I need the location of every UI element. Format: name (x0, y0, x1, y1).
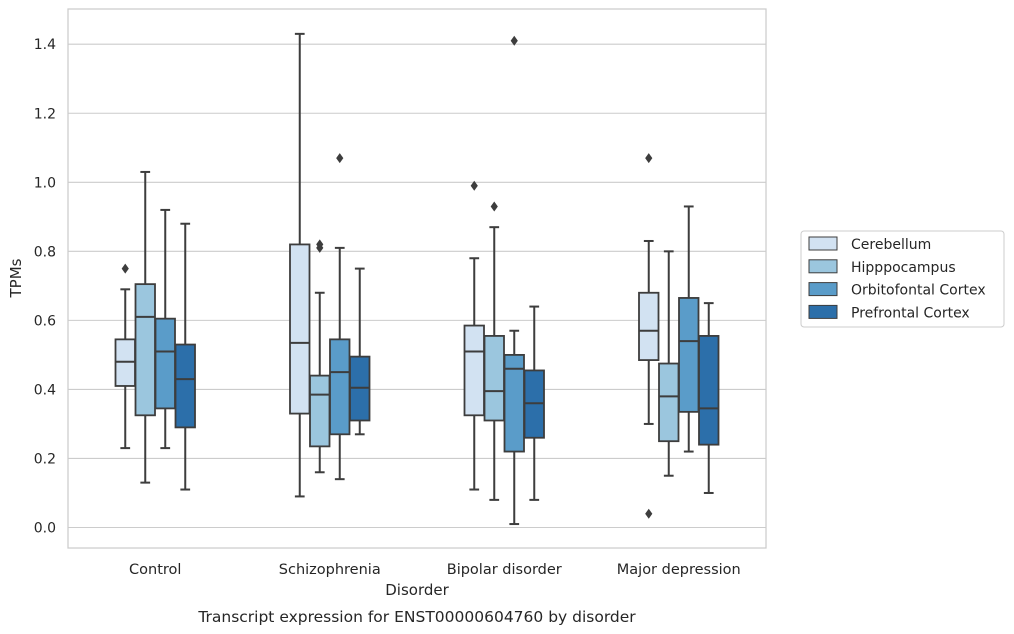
legend: Cerebellum Hipppocampus Orbitofontal Corte… (800, 230, 1005, 328)
box-1-1 (309, 239, 331, 474)
legend-swatch (808, 304, 838, 319)
box-iqr (678, 297, 700, 413)
legend-label: Prefrontal Cortex (851, 305, 970, 321)
x-tick-label: Schizophrenia (279, 562, 381, 578)
legend-label: Cerebellum (851, 237, 931, 253)
legend-swatch (808, 259, 838, 274)
y-tick-label: 0.8 (34, 244, 56, 260)
y-tick-label: 1.2 (34, 106, 56, 122)
y-axis-label: TPMs (7, 258, 25, 298)
y-tick-label: 0.4 (34, 382, 56, 398)
legend-label: Orbitofontal Cortex (851, 283, 986, 299)
box-iqr (289, 243, 311, 415)
box-iqr (329, 338, 351, 436)
outlier-point (510, 35, 518, 46)
box-1-0 (289, 32, 311, 498)
y-tick-label: 1.4 (34, 37, 56, 53)
box-0-3 (174, 222, 196, 491)
x-tick-label: Major depression (617, 562, 741, 578)
y-tick-label: 0.0 (34, 521, 56, 537)
box-iqr (134, 283, 156, 417)
box-2-3 (523, 305, 545, 501)
box-iqr (174, 343, 196, 429)
box-0-0 (114, 263, 136, 450)
outlier-point (121, 263, 129, 274)
legend-swatch (808, 282, 838, 297)
box-1-2 (329, 153, 351, 481)
legend-swatch (808, 236, 838, 251)
outlier-point (336, 153, 344, 164)
outlier-point (645, 508, 653, 519)
chart-caption: Transcript expression for ENST0000060476… (197, 608, 636, 626)
legend-label: Hipppocampus (851, 260, 956, 276)
box-iqr (638, 291, 660, 361)
outlier-point (316, 239, 324, 250)
outlier-point (470, 180, 478, 191)
box-iqr (483, 335, 505, 422)
box-1-3 (349, 267, 371, 436)
box-3-0 (638, 153, 660, 519)
box-iqr (309, 374, 331, 448)
box-iqr (698, 335, 720, 446)
box-3-3 (698, 302, 720, 494)
x-tick-label: Bipolar disorder (447, 562, 562, 578)
y-tick-label: 0.6 (34, 313, 56, 329)
x-axis-label: Disorder (385, 581, 449, 599)
y-tick-label: 0.2 (34, 451, 56, 467)
y-tick-label: 1.0 (34, 175, 56, 191)
box-iqr (463, 324, 485, 417)
y-tick-labels: 0.0 0.2 0.4 0.6 0.8 1.0 1.2 1.4 (34, 37, 56, 536)
outlier-point (490, 201, 498, 212)
legend-frame (800, 230, 1005, 328)
box-0-2 (154, 208, 176, 450)
x-tick-labels: Control Schizophrenia Bipolar disorder Majo… (129, 562, 741, 578)
box-iqr (658, 362, 680, 443)
x-tick-label: Control (129, 562, 181, 578)
plot-frame (67, 8, 767, 549)
outlier-point (645, 153, 653, 164)
box-iqr (154, 317, 176, 410)
plot-background (68, 9, 766, 548)
box-0-1 (134, 170, 156, 484)
box-series (114, 32, 720, 526)
